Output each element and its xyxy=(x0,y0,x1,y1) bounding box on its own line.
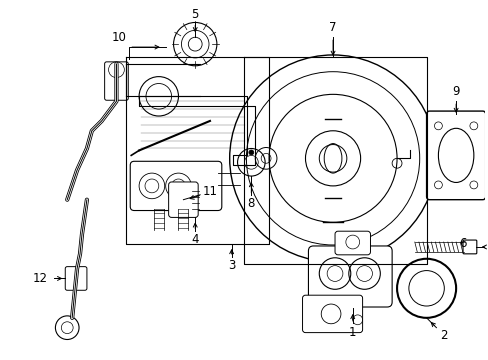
Text: 2: 2 xyxy=(440,329,447,342)
Text: 8: 8 xyxy=(247,197,255,210)
Text: 7: 7 xyxy=(328,21,336,34)
FancyBboxPatch shape xyxy=(308,246,391,307)
Text: 4: 4 xyxy=(191,233,199,246)
FancyBboxPatch shape xyxy=(65,267,87,290)
FancyBboxPatch shape xyxy=(462,240,476,254)
FancyBboxPatch shape xyxy=(104,62,128,100)
Circle shape xyxy=(248,150,253,155)
FancyBboxPatch shape xyxy=(168,182,198,217)
FancyBboxPatch shape xyxy=(130,161,222,211)
FancyBboxPatch shape xyxy=(302,295,362,333)
Text: 12: 12 xyxy=(33,272,48,285)
Text: 6: 6 xyxy=(458,237,466,249)
Text: 3: 3 xyxy=(227,259,235,272)
Circle shape xyxy=(433,122,442,130)
Text: 1: 1 xyxy=(348,326,356,339)
Text: 11: 11 xyxy=(202,185,217,198)
Circle shape xyxy=(469,181,477,189)
Text: 10: 10 xyxy=(112,31,126,44)
Circle shape xyxy=(173,22,217,66)
FancyBboxPatch shape xyxy=(334,231,370,255)
Circle shape xyxy=(469,122,477,130)
Circle shape xyxy=(433,181,442,189)
FancyBboxPatch shape xyxy=(426,111,485,200)
Text: 9: 9 xyxy=(451,85,459,98)
Text: 5: 5 xyxy=(191,8,199,21)
